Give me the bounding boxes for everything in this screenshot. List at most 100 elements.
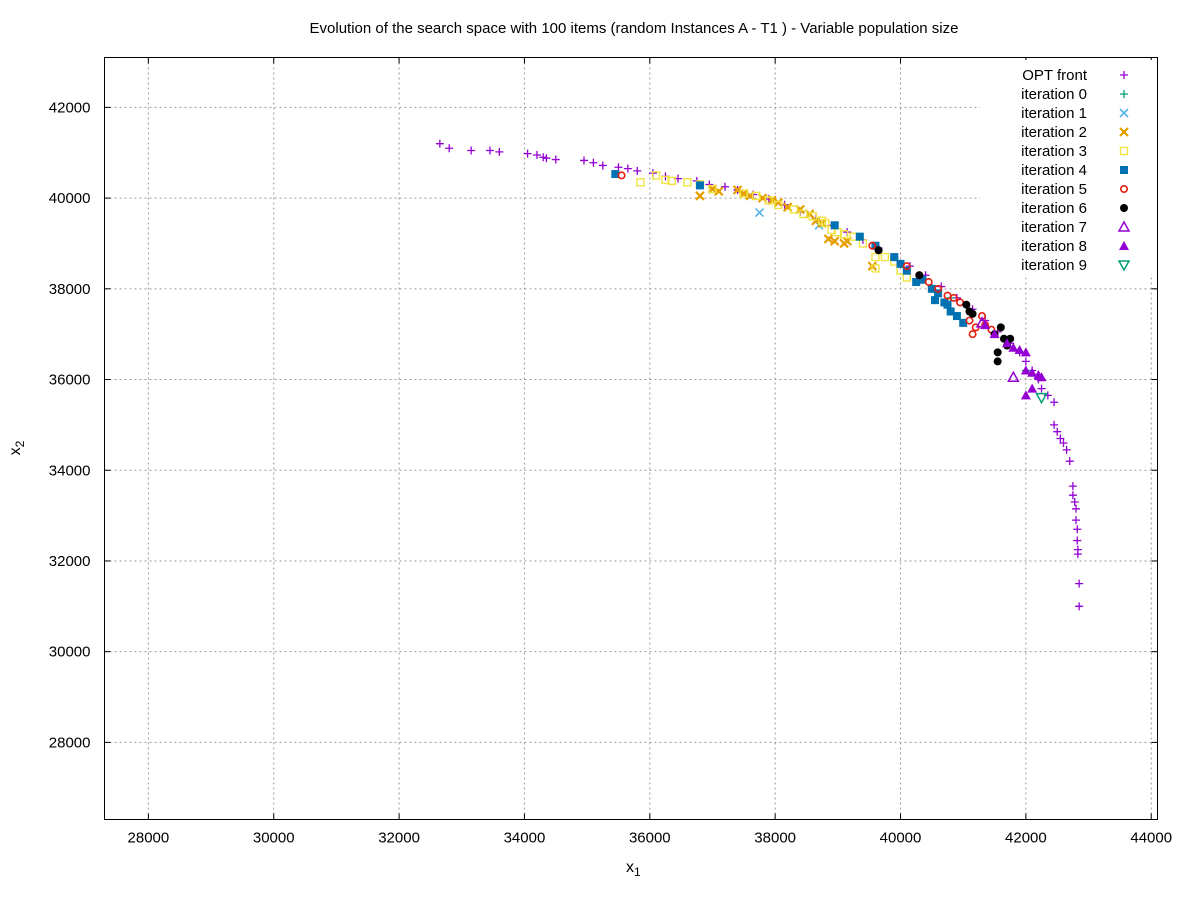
y-axis-label: x2 bbox=[7, 440, 27, 455]
data-point bbox=[589, 158, 598, 167]
legend-label: iteration 6 bbox=[1021, 200, 1087, 217]
data-point bbox=[1075, 602, 1084, 611]
data-point bbox=[880, 252, 890, 262]
data-point bbox=[1073, 536, 1082, 545]
data-point bbox=[924, 278, 933, 287]
data-point bbox=[789, 205, 799, 214]
legend-label: iteration 5 bbox=[1021, 181, 1087, 198]
data-point bbox=[956, 298, 965, 307]
data-point bbox=[1072, 516, 1081, 525]
data-point bbox=[708, 184, 717, 194]
data-point bbox=[830, 221, 839, 230]
grid-layer bbox=[104, 57, 1158, 820]
data-point bbox=[890, 253, 899, 262]
data-point bbox=[1072, 504, 1081, 513]
tick-labels: 28000 30000 32000 34000 36000 38000 40000 42000… bbox=[49, 57, 1172, 847]
x-tick-label: 34000 bbox=[504, 830, 546, 847]
data-point bbox=[611, 170, 620, 179]
data-point bbox=[773, 197, 784, 208]
plot-frame bbox=[104, 57, 1158, 820]
x-tick-label: 38000 bbox=[754, 830, 796, 847]
legend-label: iteration 2 bbox=[1021, 124, 1087, 141]
data-point bbox=[623, 164, 632, 173]
data-point bbox=[636, 178, 645, 187]
data-point bbox=[874, 246, 883, 255]
x-tick-label: 42000 bbox=[1005, 830, 1047, 847]
data-point bbox=[1008, 342, 1019, 352]
legend-label: iteration 0 bbox=[1021, 86, 1087, 103]
data-point bbox=[968, 309, 977, 318]
data-point bbox=[661, 175, 670, 185]
data-point bbox=[912, 278, 921, 287]
data-point bbox=[993, 357, 1002, 366]
y-tick-label: 30000 bbox=[49, 644, 91, 661]
data-point bbox=[902, 262, 911, 271]
data-point bbox=[598, 161, 607, 170]
data-point bbox=[902, 266, 911, 275]
legend-marker bbox=[1120, 185, 1129, 194]
y-tick-label: 40000 bbox=[49, 190, 91, 207]
data-point bbox=[1020, 390, 1031, 400]
legend-marker bbox=[1120, 90, 1128, 98]
data-point bbox=[839, 230, 849, 239]
data-point bbox=[868, 241, 877, 250]
legend-label: iteration 3 bbox=[1021, 143, 1087, 160]
data-point bbox=[829, 236, 840, 246]
data-point bbox=[959, 318, 968, 327]
data-point bbox=[799, 209, 808, 219]
data-point bbox=[1050, 420, 1059, 429]
data-point bbox=[968, 330, 977, 339]
data-point bbox=[1027, 367, 1038, 377]
data-point bbox=[1065, 457, 1074, 466]
legend-marker bbox=[1119, 127, 1129, 137]
data-point bbox=[651, 171, 661, 180]
data-point bbox=[683, 178, 692, 187]
data-point bbox=[1056, 434, 1065, 443]
data-point bbox=[934, 289, 943, 298]
data-point bbox=[542, 154, 551, 163]
data-point bbox=[774, 200, 783, 210]
data-point bbox=[1002, 338, 1013, 348]
data-point bbox=[633, 166, 642, 175]
legend-label: iteration 9 bbox=[1021, 257, 1087, 274]
data-point bbox=[485, 146, 494, 155]
data-point bbox=[823, 234, 834, 244]
x-tick-label: 32000 bbox=[378, 830, 420, 847]
legend-marker bbox=[1120, 71, 1128, 79]
x-tick-label: 30000 bbox=[253, 830, 295, 847]
data-point bbox=[752, 191, 761, 201]
legend-marker bbox=[1119, 241, 1129, 250]
data-point bbox=[1035, 392, 1048, 405]
y-tick-label: 42000 bbox=[49, 99, 91, 116]
data-point bbox=[1053, 427, 1062, 436]
data-point bbox=[667, 176, 676, 186]
legend-marker bbox=[1117, 260, 1131, 272]
data-point bbox=[467, 146, 476, 155]
data-point bbox=[1050, 398, 1059, 407]
data-point bbox=[614, 163, 623, 172]
data-point bbox=[551, 155, 560, 164]
data-point bbox=[695, 181, 704, 190]
legend-marker bbox=[1117, 220, 1131, 232]
data-point bbox=[927, 284, 936, 293]
data-point bbox=[739, 188, 749, 199]
legend-marker bbox=[1119, 146, 1129, 156]
data-point bbox=[943, 300, 952, 309]
data-point bbox=[1037, 384, 1046, 393]
legend-label: iteration 1 bbox=[1021, 105, 1087, 122]
data-point bbox=[821, 218, 830, 228]
y-tick-label: 34000 bbox=[49, 462, 91, 479]
data-point bbox=[902, 273, 911, 282]
x-tick-label: 40000 bbox=[880, 830, 922, 847]
data-point bbox=[980, 320, 991, 330]
data-point bbox=[949, 293, 958, 302]
data-point bbox=[996, 323, 1005, 332]
data-point bbox=[523, 149, 532, 158]
data-point bbox=[1068, 482, 1077, 491]
legend-label: OPT front bbox=[1022, 67, 1088, 84]
data-point bbox=[1073, 525, 1082, 534]
data-point bbox=[721, 182, 730, 191]
data-point bbox=[993, 348, 1002, 357]
x-axis-label: x1 bbox=[626, 859, 641, 879]
